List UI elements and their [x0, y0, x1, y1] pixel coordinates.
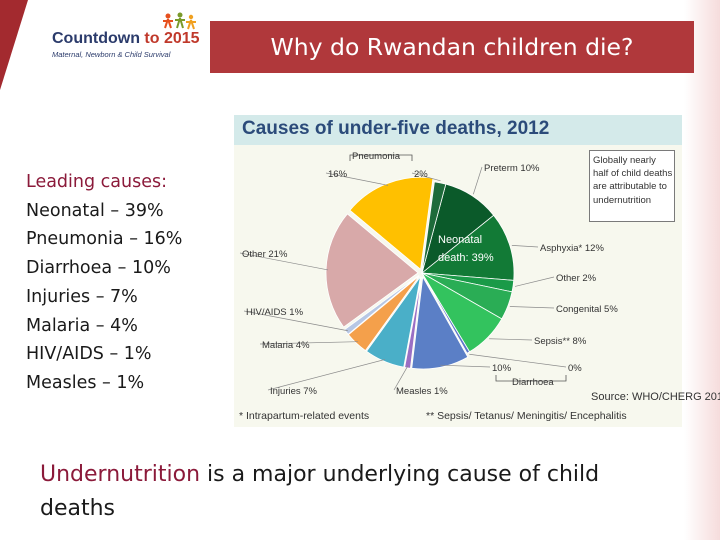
pie-slice [404, 276, 422, 369]
leader-line [511, 244, 539, 248]
corner-decoration [0, 0, 28, 90]
center-label: Neonatal [438, 234, 482, 246]
footnote-intrapartum: * Intrapartum-related events [239, 410, 370, 422]
logo-title: Countdown to 2015 [52, 30, 200, 47]
pie-chart-panel: Causes of under-five deaths, 2012 Preter… [234, 115, 720, 427]
slice-label: 10% [492, 363, 512, 374]
slice-label: 2% [414, 169, 428, 180]
leader-line [411, 172, 441, 182]
slice-label: Measles 1% [396, 386, 448, 397]
leader-line [259, 341, 358, 345]
slice-label: 0% [568, 363, 582, 374]
bracket-label: Diarrhoea [512, 377, 554, 388]
source-text: Source: WHO/CHERG 2014 [591, 391, 720, 403]
slice-label: Injuries 7% [270, 386, 318, 397]
undernutrition-note: Globally nearly half of child deaths are… [589, 150, 675, 222]
slice-label: Sepsis** 8% [534, 336, 587, 347]
people-figures-icon [163, 12, 196, 30]
undernutrition-statement: Undernutrition is a major underlying cau… [40, 458, 660, 526]
leader-line [440, 364, 491, 368]
slide-title: Why do Rwandan children die? [270, 33, 634, 61]
cause-item: Diarrhoea – 10% [26, 258, 171, 279]
center-label: death: 39% [438, 252, 494, 264]
slice-label: Congenital 5% [556, 304, 618, 315]
slice-label: Preterm 10% [484, 163, 540, 174]
leader-line [489, 338, 533, 341]
slice-label: HIV/AIDS 1% [246, 307, 304, 318]
undernutrition-highlight: Undernutrition [40, 462, 201, 487]
leader-line [472, 166, 483, 195]
pie-slice [411, 275, 469, 370]
cause-item: HIV/AIDS – 1% [26, 344, 152, 365]
leading-causes-heading: Leading causes: [26, 172, 167, 192]
leader-line [325, 172, 389, 186]
edge-decoration [684, 0, 720, 540]
bracket-label: Pneumonia [352, 151, 401, 162]
pie-slice [420, 214, 515, 281]
leader-line [469, 353, 567, 368]
pie-slice [347, 275, 420, 352]
cause-item: Measles – 1% [26, 372, 145, 393]
cause-item: Neonatal – 39% [26, 200, 164, 221]
pie-slice [366, 276, 421, 368]
slice-label: Asphyxia* 12% [540, 243, 604, 254]
cause-item: Pneumonia – 16% [26, 229, 183, 250]
chart-title-bar: Causes of under-five deaths, 2012 [234, 115, 682, 145]
pie-slice [421, 181, 447, 274]
slide-title-banner: Why do Rwandan children die? [210, 21, 694, 73]
footnote-sepsis: ** Sepsis/ Tetanus/ Meningitis/ Encephal… [426, 410, 627, 422]
diarrhoea-bracket [495, 375, 567, 382]
leader-line [393, 365, 409, 391]
pie-chart: Preterm 10% Asphyxia* 12% Other 2% Congenit… [239, 151, 618, 397]
statement-rest: is a major underlying cause of child dea… [40, 462, 600, 521]
slice-label: Other 21% [242, 249, 288, 260]
cause-item: Injuries – 7% [26, 286, 138, 307]
pneumonia-bracket [349, 154, 413, 161]
leader-line [267, 359, 386, 391]
countdown-logo: Countdown to 2015 Maternal, Newborn & Ch… [48, 12, 203, 70]
pie-slice [343, 275, 420, 335]
note-text: Globally nearly half of child deaths are… [593, 155, 673, 206]
logo-subtitle: Maternal, Newborn & Child Survival [52, 50, 171, 59]
slice-label: 16% [328, 169, 348, 180]
chart-title: Causes of under-five deaths, 2012 [242, 118, 550, 139]
leading-causes-list: Leading causes: Neonatal – 39% Pneumonia… [26, 168, 182, 398]
slice-label: Other 2% [556, 273, 597, 284]
slice-label: Malaria 4% [262, 340, 310, 351]
leader-line [239, 252, 329, 271]
pie-slice [421, 272, 471, 354]
cause-item: Malaria – 4% [26, 315, 138, 336]
leader-line [509, 306, 555, 309]
leader-line [514, 276, 555, 287]
leader-line [243, 310, 348, 332]
